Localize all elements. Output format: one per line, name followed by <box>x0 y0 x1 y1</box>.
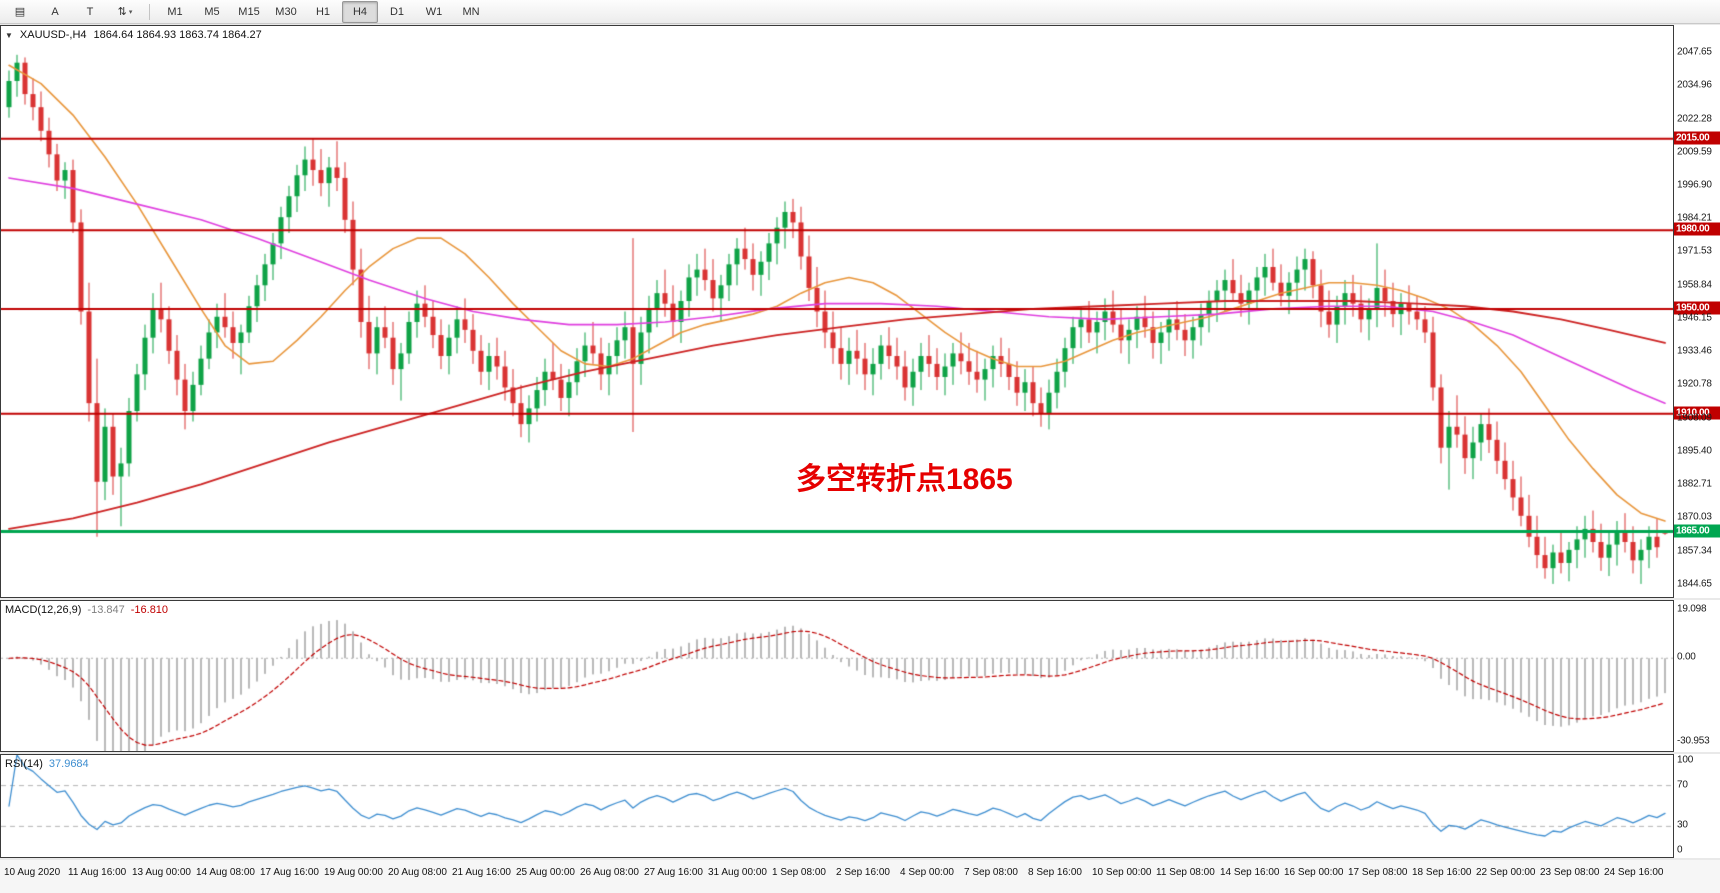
time-axis-label: 4 Sep 00:00 <box>900 867 954 878</box>
main-chart-canvas[interactable] <box>1 26 1673 597</box>
timeframe-button-m5[interactable]: M5 <box>204 5 220 18</box>
time-axis-label: 11 Aug 16:00 <box>68 867 127 878</box>
rsi-label: RSI(14) 37.9684 <box>5 758 95 770</box>
macd-canvas[interactable] <box>1 601 1673 751</box>
time-axis-label: 23 Sep 08:00 <box>1540 867 1600 878</box>
chart-symbol-period: XAUUSD-,H4 <box>19 29 87 41</box>
price-axis-label: 1984.21 <box>1677 212 1712 224</box>
time-axis-label: 31 Aug 00:00 <box>708 867 767 878</box>
time-axis-label: 27 Aug 16:00 <box>644 867 703 878</box>
price-axis-label: 1971.53 <box>1677 245 1712 257</box>
timeframe-button-d1[interactable]: D1 <box>389 5 405 18</box>
macd-main-value: -13.847 <box>87 604 125 616</box>
collapse-triangle-icon: ▼ <box>5 30 13 40</box>
chart-grid-icon: ▤ <box>14 6 26 18</box>
price-axis-label: 1844.65 <box>1677 578 1712 590</box>
main-chart-panel[interactable]: ▼ XAUUSD-,H4 1864.64 1864.93 1863.74 186… <box>0 25 1674 598</box>
time-axis-label: 10 Aug 2020 <box>4 867 61 878</box>
time-axis-label: 26 Aug 08:00 <box>580 867 639 878</box>
chevron-down-icon: ▾ <box>128 8 133 16</box>
rsi-value: 37.9684 <box>48 758 89 770</box>
rsi-axis-label: 30 <box>1677 819 1688 831</box>
chart-windows-button[interactable]: ▤ <box>3 1 37 23</box>
text-label-button[interactable]: A <box>38 1 72 23</box>
price-tag-1865.00: 1865.00 <box>1674 524 1720 538</box>
price-axis-label: 1958.84 <box>1677 279 1712 291</box>
pivot-annotation: 多空转折点1865 <box>796 463 1013 496</box>
time-axis-label: 17 Sep 08:00 <box>1348 867 1408 878</box>
time-axis-label: 20 Aug 08:00 <box>388 867 447 878</box>
chart-ohlc-values: 1864.64 1864.93 1863.74 1864.27 <box>93 29 262 41</box>
time-axis-label: 24 Sep 16:00 <box>1604 867 1664 878</box>
price-axis-label: 1933.46 <box>1677 345 1712 357</box>
rsi-canvas[interactable] <box>1 755 1673 857</box>
macd-axis-label: 19.098 <box>1677 603 1707 615</box>
timeframe-button-m30[interactable]: M30 <box>275 5 297 18</box>
time-axis-label: 7 Sep 08:00 <box>964 867 1018 878</box>
template-button[interactable]: T <box>73 1 107 23</box>
rsi-axis-label: 100 <box>1677 754 1694 766</box>
scroll-arrows-icon: ⇅ <box>117 6 127 18</box>
macd-axis-label: 0.00 <box>1677 651 1696 663</box>
price-tag-1950.00: 1950.00 <box>1674 301 1720 315</box>
timeframe-button-m15[interactable]: M15 <box>238 5 260 18</box>
timeframe-button-w1[interactable]: W1 <box>425 5 443 18</box>
time-axis-label: 19 Aug 00:00 <box>324 867 383 878</box>
price-axis-label: 1882.71 <box>1677 478 1712 490</box>
macd-axis[interactable]: 19.098 0.00 -30.953 <box>1674 600 1720 752</box>
price-axis-label: 1920.78 <box>1677 378 1712 390</box>
template-icon: T <box>86 5 94 18</box>
timeframe-button-mn[interactable]: MN <box>462 5 480 18</box>
price-axis-label: 2022.28 <box>1677 113 1712 125</box>
timeframe-button-h4[interactable]: H4 <box>342 0 378 23</box>
time-axis-label: 16 Sep 00:00 <box>1284 867 1344 878</box>
macd-name: MACD(12,26,9) <box>5 604 82 616</box>
time-axis-label: 14 Sep 16:00 <box>1220 867 1280 878</box>
time-axis-label: 21 Aug 16:00 <box>452 867 511 878</box>
price-axis-label: 1857.34 <box>1677 545 1712 557</box>
cursor-mode-button[interactable]: ⇅ ▾ <box>108 1 142 23</box>
price-tag-1980.00: 1980.00 <box>1674 222 1720 236</box>
price-axis-label: 2034.96 <box>1677 79 1712 91</box>
rsi-axis[interactable]: 100 70 30 0 <box>1674 754 1720 858</box>
macd-signal-value: -16.810 <box>130 604 169 616</box>
rsi-panel[interactable]: RSI(14) 37.9684 <box>0 754 1674 858</box>
price-axis-label: 2047.65 <box>1677 46 1712 58</box>
price-axis-label: 2009.59 <box>1677 146 1712 158</box>
timeframe-button-h1[interactable]: H1 <box>315 5 331 18</box>
time-axis-label: 18 Sep 16:00 <box>1412 867 1472 878</box>
text-tool-icon: A <box>51 5 59 18</box>
time-axis-label: 10 Sep 00:00 <box>1092 867 1152 878</box>
rsi-axis-label: 0 <box>1677 844 1683 856</box>
toolbar-separator <box>149 3 150 20</box>
time-axis[interactable]: 10 Aug 2020 11 Aug 16:00 13 Aug 00:00 14 Au… <box>0 860 1720 893</box>
time-axis-label: 22 Sep 00:00 <box>1476 867 1536 878</box>
price-axis-label: 1908.09 <box>1677 412 1712 424</box>
time-axis-label: 1 Sep 08:00 <box>772 867 826 878</box>
price-axis[interactable]: 2015.00 1980.00 1950.00 1910.00 1865.00 2047.… <box>1674 25 1720 598</box>
price-axis-label: 1895.40 <box>1677 445 1712 457</box>
time-axis-label: 8 Sep 16:00 <box>1028 867 1082 878</box>
macd-axis-label: -30.953 <box>1677 735 1710 747</box>
timeframe-button-m1[interactable]: M1 <box>167 5 183 18</box>
macd-label: MACD(12,26,9) -13.847 -16.810 <box>5 604 174 616</box>
time-axis-label: 13 Aug 00:00 <box>132 867 191 878</box>
time-axis-label: 2 Sep 16:00 <box>836 867 890 878</box>
toolbar: ▤ A T ⇅ ▾ M1 M5 M15 M30 H1 H4 D1 W1 MN <box>0 0 1720 24</box>
macd-panel[interactable]: MACD(12,26,9) -13.847 -16.810 <box>0 600 1674 752</box>
time-axis-label: 25 Aug 00:00 <box>516 867 575 878</box>
rsi-name: RSI(14) <box>5 758 43 770</box>
price-tag-2015.00: 2015.00 <box>1674 131 1720 145</box>
time-axis-label: 17 Aug 16:00 <box>260 867 319 878</box>
rsi-axis-label: 70 <box>1677 779 1688 791</box>
price-axis-label: 1996.90 <box>1677 179 1712 191</box>
price-axis-label: 1946.15 <box>1677 312 1712 324</box>
time-axis-label: 14 Aug 08:00 <box>196 867 255 878</box>
price-axis-label: 1870.03 <box>1677 511 1712 523</box>
chart-title: ▼ XAUUSD-,H4 1864.64 1864.93 1863.74 186… <box>5 29 262 41</box>
price-tag-1910.00: 1910.00 <box>1674 406 1720 420</box>
time-axis-label: 11 Sep 08:00 <box>1156 867 1215 878</box>
